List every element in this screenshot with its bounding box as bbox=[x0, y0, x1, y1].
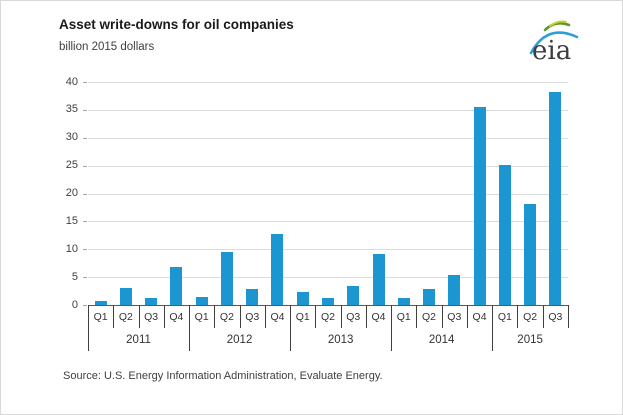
quarter-label: Q2 bbox=[523, 311, 538, 323]
bar-2011-Q2 bbox=[119, 288, 132, 305]
quarter-separator bbox=[416, 305, 418, 328]
y-axis-tick bbox=[83, 109, 87, 111]
bar-2013-Q2 bbox=[322, 298, 334, 305]
quarter-separator bbox=[163, 305, 165, 328]
year-label: 2011 bbox=[126, 334, 151, 346]
y-gridline bbox=[88, 137, 568, 139]
quarter-label: Q2 bbox=[422, 311, 437, 323]
chart-title: Asset write-downs for oil companies bbox=[59, 17, 294, 32]
quarter-separator bbox=[214, 305, 216, 328]
bar-2014-Q4 bbox=[473, 106, 486, 305]
bar-2013-Q1 bbox=[296, 292, 309, 305]
bar-2012-Q3 bbox=[246, 288, 259, 305]
quarter-label: Q2 bbox=[118, 311, 133, 323]
quarter-label: Q3 bbox=[144, 311, 159, 323]
y-gridline bbox=[88, 221, 568, 223]
bar-2013-Q3 bbox=[347, 286, 360, 305]
year-label: 2014 bbox=[428, 334, 455, 346]
y-axis-label: 25 bbox=[65, 159, 78, 172]
bar-2012-Q1 bbox=[195, 296, 208, 305]
quarter-label: Q2 bbox=[320, 311, 335, 323]
bar-2011-Q4 bbox=[170, 267, 183, 305]
year-separator bbox=[88, 305, 89, 351]
y-axis-label: 30 bbox=[65, 131, 78, 144]
x-axis-line bbox=[88, 305, 568, 306]
svg-text:eia: eia bbox=[532, 36, 571, 66]
bar-2012-Q4 bbox=[271, 234, 284, 305]
bar-2014-Q1 bbox=[397, 297, 410, 305]
quarter-separator bbox=[315, 305, 317, 328]
bar-2015-Q2 bbox=[524, 204, 537, 305]
y-axis-tick bbox=[83, 305, 87, 306]
y-gridline bbox=[88, 82, 568, 83]
quarter-label: Q1 bbox=[497, 311, 512, 323]
bar-2013-Q4 bbox=[372, 253, 385, 305]
quarter-label: Q3 bbox=[245, 311, 260, 323]
year-label: 2013 bbox=[327, 334, 354, 346]
quarter-label: Q3 bbox=[346, 311, 361, 323]
y-gridline bbox=[88, 249, 568, 251]
quarter-label: Q1 bbox=[396, 311, 411, 323]
bar-2014-Q3 bbox=[448, 274, 461, 305]
quarter-separator bbox=[542, 305, 544, 328]
quarter-label: Q4 bbox=[169, 311, 184, 323]
quarter-separator bbox=[517, 305, 519, 328]
year-label: 2015 bbox=[517, 334, 543, 346]
y-axis-tick bbox=[83, 221, 87, 223]
y-axis-label: 40 bbox=[65, 75, 78, 88]
y-axis-label: 20 bbox=[65, 187, 78, 199]
quarter-separator bbox=[113, 305, 115, 328]
y-axis-label: 35 bbox=[65, 103, 78, 116]
quarter-label: Q3 bbox=[447, 311, 462, 323]
quarter-label: Q1 bbox=[194, 311, 209, 323]
quarter-label: Q1 bbox=[93, 311, 108, 323]
quarter-separator bbox=[264, 305, 266, 328]
bar-2011-Q3 bbox=[145, 297, 158, 305]
quarter-separator bbox=[239, 305, 241, 328]
quarter-separator bbox=[466, 305, 468, 328]
y-gridline bbox=[88, 165, 568, 167]
y-axis-tick bbox=[83, 82, 87, 83]
source-note: Source: U.S. Energy Information Administ… bbox=[63, 370, 383, 382]
chart-subtitle: billion 2015 dollars bbox=[59, 41, 155, 53]
quarter-label: Q4 bbox=[472, 311, 487, 323]
year-label: 2012 bbox=[226, 334, 253, 346]
year-separator bbox=[391, 305, 393, 351]
bar-2012-Q2 bbox=[220, 252, 233, 305]
quarter-label: Q1 bbox=[295, 311, 310, 323]
y-axis-tick bbox=[83, 193, 87, 195]
year-separator bbox=[290, 305, 292, 351]
y-axis-label: 15 bbox=[65, 214, 78, 227]
bar-2014-Q2 bbox=[423, 288, 436, 305]
y-axis-tick bbox=[83, 277, 87, 279]
quarter-separator bbox=[365, 305, 367, 328]
y-gridline bbox=[88, 277, 568, 279]
year-separator bbox=[492, 305, 494, 351]
eia-logo-icon: eia bbox=[529, 20, 579, 66]
bar-2015-Q3 bbox=[549, 92, 562, 305]
year-separator bbox=[189, 305, 191, 351]
quarter-separator bbox=[568, 305, 569, 328]
quarter-separator bbox=[441, 305, 443, 328]
quarter-label: Q2 bbox=[219, 311, 234, 323]
quarter-separator bbox=[340, 305, 342, 328]
quarter-label: Q4 bbox=[371, 311, 386, 323]
y-axis-label: 10 bbox=[65, 242, 78, 255]
quarter-separator bbox=[138, 305, 140, 328]
y-axis-label: 5 bbox=[71, 270, 78, 283]
y-gridline bbox=[88, 109, 568, 111]
y-axis-label: 0 bbox=[71, 298, 78, 311]
bar-2011-Q1 bbox=[94, 300, 107, 305]
y-axis-tick bbox=[83, 165, 87, 167]
bar-2015-Q1 bbox=[498, 164, 511, 305]
y-axis-tick bbox=[83, 137, 87, 139]
quarter-label: Q3 bbox=[548, 311, 563, 323]
quarter-label: Q4 bbox=[270, 311, 285, 323]
y-gridline bbox=[88, 193, 568, 195]
y-axis-tick bbox=[83, 249, 87, 251]
